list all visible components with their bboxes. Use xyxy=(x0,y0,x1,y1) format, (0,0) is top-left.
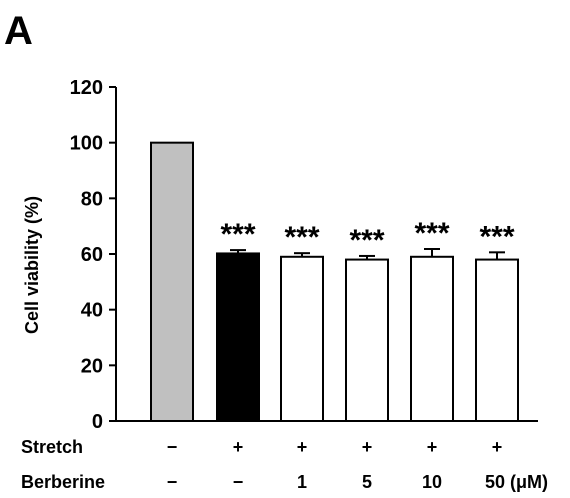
significance-label: *** xyxy=(220,218,255,251)
y-tick-label: 100 xyxy=(70,133,103,155)
y-tick-label: 20 xyxy=(81,355,103,377)
significance-label: *** xyxy=(414,217,449,250)
y-tick-label: 40 xyxy=(81,300,103,322)
bar xyxy=(150,141,194,423)
significance-markers: *** *** *** *** *** xyxy=(220,217,514,257)
y-ticks: 0 20 40 60 80 100 120 xyxy=(70,77,116,433)
condition-cell: 5 xyxy=(362,472,372,492)
condition-row-label: Berberine xyxy=(21,472,105,492)
error-bars xyxy=(230,247,505,260)
significance-label: *** xyxy=(284,221,319,254)
bars xyxy=(150,141,519,423)
significance-label: *** xyxy=(479,220,514,253)
condition-table: Stretch − + + + + + Berberine − − 1 5 10 50 (μM) xyxy=(21,437,548,492)
y-tick-label: 60 xyxy=(81,244,103,266)
panel-label: A xyxy=(4,9,33,53)
condition-cell: + xyxy=(362,437,373,457)
bar xyxy=(410,255,454,422)
condition-cell: − xyxy=(233,472,244,492)
condition-cell: − xyxy=(167,472,178,492)
bar xyxy=(216,252,260,422)
condition-cell: + xyxy=(427,437,438,457)
bar xyxy=(345,258,389,423)
y-axis-label: Cell viability (%) xyxy=(22,196,42,334)
condition-cell: 10 xyxy=(422,472,442,492)
condition-row-label: Stretch xyxy=(21,437,83,457)
bar xyxy=(280,255,324,422)
y-tick-label: 0 xyxy=(92,411,103,433)
y-tick-label: 120 xyxy=(70,77,103,99)
significance-label: *** xyxy=(349,224,384,257)
condition-cell: + xyxy=(297,437,308,457)
y-tick-label: 80 xyxy=(81,188,103,210)
bar xyxy=(475,258,519,423)
condition-cell: 1 xyxy=(297,472,307,492)
condition-cell: 50 (μM) xyxy=(485,472,548,492)
condition-cell: − xyxy=(167,437,178,457)
condition-cell: + xyxy=(492,437,503,457)
condition-cell: + xyxy=(233,437,244,457)
